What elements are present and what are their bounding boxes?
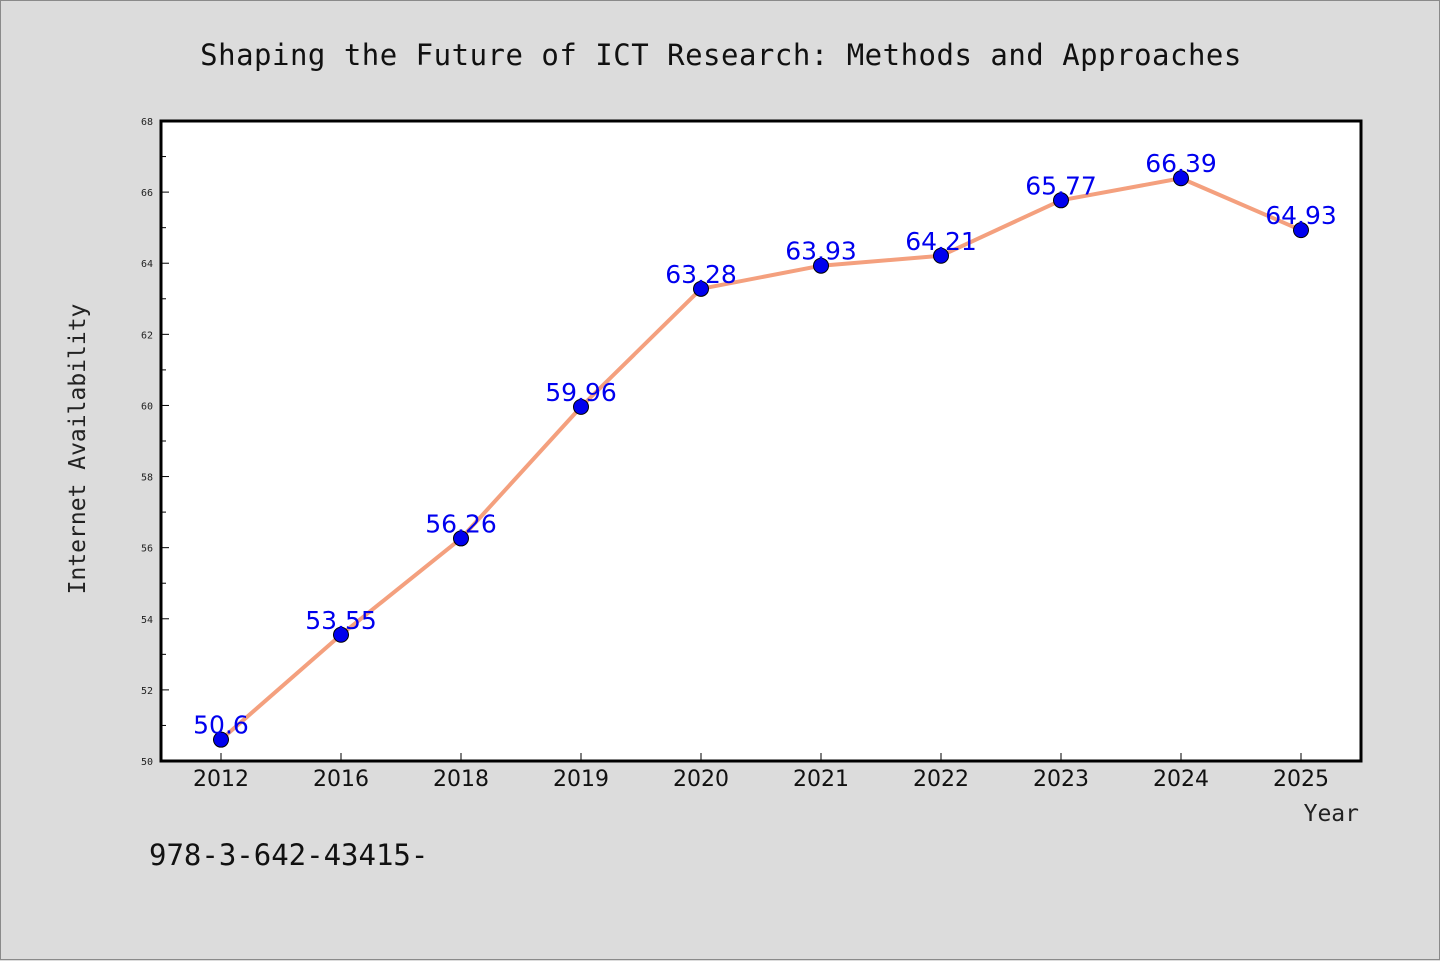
y-tick-label: 56 <box>141 544 153 555</box>
x-tick-label: 2022 <box>913 767 969 792</box>
x-tick-label: 2019 <box>553 767 609 792</box>
x-axis-label: Year <box>1304 801 1359 827</box>
data-point-marker <box>453 530 469 547</box>
y-tick-label: 50 <box>141 757 153 768</box>
data-point-label: 64.21 <box>905 227 977 256</box>
y-tick-label: 68 <box>141 117 153 128</box>
y-tick-label: 60 <box>141 401 153 412</box>
y-axis: 50 52 54 56 58 60 62 64 66 68 <box>141 117 169 768</box>
data-point-marker <box>1173 170 1189 187</box>
x-axis: 2012 2016 2018 2019 2020 2021 2022 2023 2024 2025 <box>193 753 1329 792</box>
data-point-label: 66.39 <box>1145 149 1217 178</box>
chart-title: Shaping the Future of ICT Research: Meth… <box>200 38 1242 72</box>
y-tick-label: 52 <box>141 686 153 697</box>
y-tick-label: 62 <box>141 330 153 341</box>
x-tick-label: 2018 <box>433 767 489 792</box>
data-point-marker <box>1293 222 1309 239</box>
data-point-label: 56.26 <box>425 509 497 538</box>
y-tick-label: 58 <box>141 473 153 484</box>
x-tick-label: 2025 <box>1273 767 1329 792</box>
x-tick-label: 2023 <box>1033 767 1089 792</box>
data-point-marker <box>573 398 589 415</box>
x-tick-label: 2012 <box>193 767 249 792</box>
y-axis-label: Internet Availability <box>65 304 91 595</box>
data-point-marker <box>1053 192 1069 209</box>
data-point-label: 53.55 <box>305 606 377 635</box>
y-tick-label: 54 <box>141 615 153 626</box>
data-point-label: 50.6 <box>193 711 249 740</box>
data-point-marker <box>333 626 349 643</box>
plot-area <box>159 119 1363 763</box>
x-tick-label: 2024 <box>1153 767 1209 792</box>
data-point-marker <box>933 247 949 264</box>
x-tick-label: 2021 <box>793 767 849 792</box>
x-tick-label: 2020 <box>673 767 729 792</box>
data-point-marker <box>693 280 709 297</box>
data-point-label: 59.96 <box>545 378 617 407</box>
data-point-label: 64.93 <box>1265 201 1337 230</box>
footer-isbn: 978-3-642-43415- <box>149 838 428 872</box>
data-point-marker <box>813 257 829 274</box>
series-layer: 50.6 53.55 56.26 59.96 63.28 63.93 64.21 65.77 6… <box>193 149 1337 748</box>
data-point-label: 63.93 <box>785 237 857 266</box>
y-tick-label: 66 <box>141 188 153 199</box>
data-point-label: 65.77 <box>1025 171 1097 200</box>
x-tick-label: 2016 <box>313 767 369 792</box>
data-point-label: 63.28 <box>665 260 737 289</box>
series-line <box>219 176 1303 742</box>
data-point-marker <box>213 731 229 748</box>
y-tick-label: 64 <box>141 259 153 270</box>
